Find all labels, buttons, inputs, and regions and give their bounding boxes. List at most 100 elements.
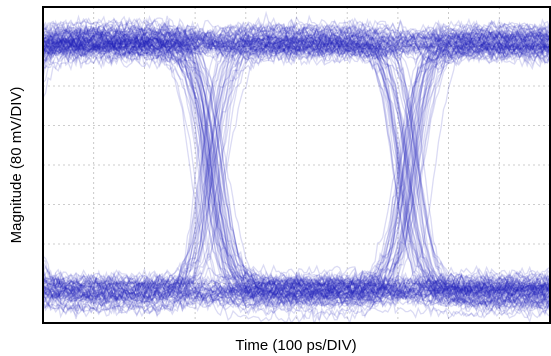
- eye-trace: [43, 41, 550, 313]
- eye-trace: [43, 279, 550, 306]
- eye-trace: [43, 30, 550, 309]
- eye-trace: [43, 20, 550, 54]
- eye-trace: [43, 271, 550, 308]
- eye-trace: [43, 276, 550, 309]
- eye-trace: [43, 26, 550, 301]
- eye-trace: [43, 28, 550, 298]
- eye-trace: [43, 37, 550, 280]
- eye-trace: [43, 25, 550, 66]
- eye-trace: [43, 34, 550, 303]
- eye-trace: [43, 27, 550, 292]
- y-axis-title: Magnitude (80 mV/DIV): [8, 87, 25, 244]
- eye-trace: [43, 33, 550, 302]
- eye-trace: [43, 37, 550, 294]
- eye-trace: [43, 19, 550, 292]
- eye-trace: [43, 35, 550, 297]
- plot-frame: [42, 6, 551, 324]
- eye-trace: [43, 36, 550, 55]
- eye-trace: [43, 23, 550, 323]
- eye-trace: [43, 33, 550, 61]
- eye-trace: [43, 39, 550, 314]
- eye-trace: [43, 28, 550, 296]
- eye-trace: [43, 22, 550, 296]
- eye-traces: [43, 10, 550, 323]
- eye-trace: [43, 278, 550, 313]
- eye-trace: [43, 38, 550, 304]
- eye-trace: [43, 42, 550, 308]
- eye-trace: [43, 37, 550, 307]
- eye-trace: [43, 34, 550, 292]
- eye-trace: [43, 37, 550, 306]
- eye-trace: [43, 275, 550, 314]
- eye-trace: [43, 278, 550, 309]
- eye-trace: [43, 32, 550, 287]
- eye-trace: [43, 24, 550, 304]
- eye-trace: [43, 20, 550, 301]
- eye-trace: [43, 31, 550, 319]
- eye-trace: [43, 33, 550, 297]
- eye-trace: [43, 24, 550, 291]
- eye-trace: [43, 20, 550, 55]
- eye-trace: [43, 28, 550, 59]
- eye-trace: [43, 37, 550, 311]
- eye-trace: [43, 272, 550, 310]
- eye-trace: [43, 30, 550, 310]
- eye-trace: [43, 24, 550, 292]
- eye-trace: [43, 22, 550, 300]
- eye-trace: [43, 25, 550, 306]
- eye-trace: [43, 30, 550, 67]
- eye-trace: [43, 41, 550, 288]
- eye-trace: [43, 37, 550, 304]
- eye-trace: [43, 18, 550, 58]
- eye-trace: [43, 32, 550, 301]
- eye-trace: [43, 275, 550, 307]
- eye-trace: [43, 39, 550, 292]
- eye-trace: [43, 271, 550, 314]
- eye-trace: [43, 19, 550, 318]
- eye-trace: [43, 37, 550, 298]
- eye-trace: [43, 36, 550, 301]
- eye-trace: [43, 30, 550, 296]
- eye-trace: [43, 25, 550, 65]
- eye-trace: [43, 272, 550, 304]
- eye-trace: [43, 28, 550, 303]
- plot-background: [43, 7, 550, 323]
- eye-trace: [43, 21, 550, 57]
- eye-trace: [43, 28, 550, 301]
- eye-trace: [43, 279, 550, 305]
- eye-trace: [43, 32, 550, 298]
- eye-trace: [43, 25, 550, 61]
- eye-trace: [43, 24, 550, 79]
- eye-trace: [43, 38, 550, 303]
- eye-trace: [43, 30, 550, 309]
- eye-trace: [43, 269, 550, 311]
- eye-trace: [43, 14, 550, 304]
- eye-trace: [43, 41, 550, 312]
- eye-trace: [43, 19, 550, 286]
- eye-trace: [43, 43, 550, 311]
- eye-trace: [43, 275, 550, 304]
- eye-trace: [43, 44, 550, 306]
- eye-trace: [43, 35, 550, 297]
- eye-trace: [43, 44, 550, 302]
- eye-trace: [43, 29, 550, 55]
- eye-trace: [43, 53, 550, 315]
- eye-trace: [43, 28, 550, 293]
- eye-trace: [43, 23, 550, 57]
- eye-trace: [43, 35, 550, 304]
- eye-trace: [43, 35, 550, 292]
- eye-trace: [43, 27, 550, 306]
- eye-trace: [43, 15, 550, 62]
- eye-trace: [43, 37, 550, 278]
- eye-trace: [43, 286, 550, 312]
- eye-trace: [43, 32, 550, 315]
- eye-trace: [43, 284, 550, 307]
- eye-trace: [43, 46, 550, 288]
- eye-trace: [43, 23, 550, 302]
- eye-trace: [43, 27, 550, 299]
- eye-trace: [43, 17, 550, 314]
- eye-trace: [43, 33, 550, 309]
- eye-trace: [43, 15, 550, 289]
- eye-trace: [43, 274, 550, 305]
